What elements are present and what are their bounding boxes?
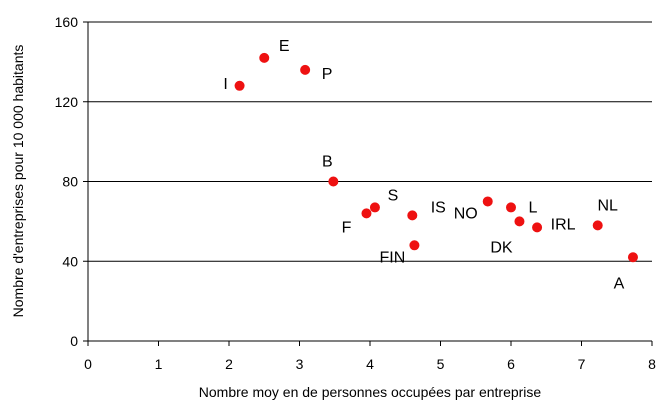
y-axis-title: Nombre d'entreprises pour 10 000 habitan… xyxy=(10,45,26,318)
data-label-e: E xyxy=(279,38,290,55)
x-axis-title: Nombre moy en de personnes occupées par … xyxy=(199,384,542,400)
data-point-a xyxy=(627,252,638,263)
data-point-e xyxy=(259,52,270,63)
x-tick-label-3: 3 xyxy=(296,356,304,372)
data-label-irl: IRL xyxy=(551,216,576,233)
y-tick-label-120: 120 xyxy=(55,94,79,110)
x-tick-label-8: 8 xyxy=(648,356,656,372)
x-tick-label-2: 2 xyxy=(225,356,233,372)
data-label-dk: DK xyxy=(490,239,513,256)
data-point-fin xyxy=(409,240,420,251)
y-tick-label-80: 80 xyxy=(62,174,78,190)
data-points xyxy=(234,52,638,263)
data-point-no xyxy=(482,196,493,207)
point-labels: I E P B F S IS FIN NO L DK IRL NL A xyxy=(223,38,624,292)
axes xyxy=(83,21,653,346)
tick-labels: 0 40 80 120 160 0 1 2 3 4 5 6 7 8 xyxy=(55,14,656,372)
data-label-b: B xyxy=(322,154,333,171)
grid-lines xyxy=(88,21,652,262)
x-tick-label-0: 0 xyxy=(84,356,92,372)
data-label-l: L xyxy=(529,199,538,216)
x-tick-label-4: 4 xyxy=(366,356,374,372)
x-tick-label-5: 5 xyxy=(437,356,445,372)
data-point-is xyxy=(407,210,418,221)
x-tick-label-7: 7 xyxy=(578,356,586,372)
data-label-p: P xyxy=(322,66,333,83)
data-point-b xyxy=(328,176,339,187)
data-label-no: NO xyxy=(454,205,478,222)
data-point-p xyxy=(300,64,311,75)
data-label-a: A xyxy=(614,275,625,292)
data-point-s xyxy=(369,202,380,213)
data-point-irl xyxy=(532,222,543,233)
data-point-i xyxy=(234,80,245,91)
data-label-fin: FIN xyxy=(380,249,406,266)
x-tick-label-6: 6 xyxy=(507,356,515,372)
data-point-l xyxy=(506,202,516,213)
data-label-is: IS xyxy=(431,199,446,216)
y-tick-label-40: 40 xyxy=(62,253,78,269)
data-point-f xyxy=(361,208,372,219)
data-label-nl: NL xyxy=(597,197,618,214)
data-point-nl xyxy=(592,220,603,231)
y-tick-label-160: 160 xyxy=(55,14,79,30)
x-tick-label-1: 1 xyxy=(155,356,163,372)
y-tick-label-0: 0 xyxy=(70,333,78,349)
data-label-f: F xyxy=(342,219,352,236)
data-label-s: S xyxy=(388,187,399,204)
data-point-dk xyxy=(514,216,525,227)
data-label-i: I xyxy=(223,76,227,93)
